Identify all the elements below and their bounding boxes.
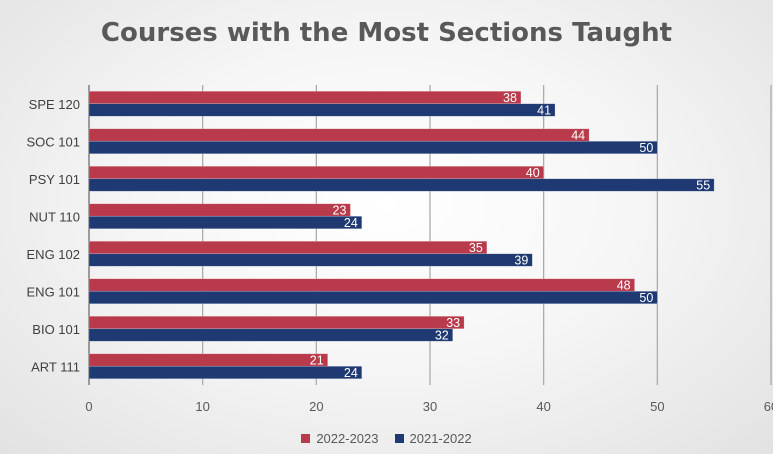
data-label: 39 [514,253,528,267]
data-label: 50 [639,291,653,305]
bar [88,165,544,180]
x-tick-label: 60 [764,399,773,414]
bar [88,253,533,267]
y-tick-label: ENG 101 [27,284,80,299]
bar [88,203,351,217]
y-tick-label: NUT 110 [29,209,80,224]
data-label: 24 [344,216,358,230]
legend-label-series-1: 2022-2023 [316,431,379,446]
data-label: 35 [469,241,483,255]
chart-title: Courses with the Most Sections Taught [100,18,673,48]
bar [88,240,488,255]
y-tick-label: ART 111 [31,359,80,374]
bar [88,103,556,117]
data-label: 33 [446,316,460,330]
data-label: 23 [333,203,347,217]
bar [88,328,454,342]
bar [88,128,590,142]
bar [88,365,363,380]
bar [88,178,715,192]
x-tick-label: 0 [85,399,92,414]
y-tick-label: ENG 102 [27,247,80,262]
data-label: 48 [617,278,631,292]
x-tick-label: 40 [536,399,550,414]
legend-label-series-2: 2021-2022 [409,431,472,446]
legend: 2022-2023 2021-2022 [0,431,773,446]
y-tick-label: BIO 101 [32,322,80,337]
x-tick-label: 10 [195,399,209,414]
bar [88,215,363,230]
bar [88,90,522,105]
x-tick-label: 20 [309,399,323,414]
data-label: 44 [571,128,585,142]
y-tick-label: SPE 120 [29,97,80,112]
data-label: 55 [696,178,710,192]
bar [88,278,635,292]
data-label: 41 [537,103,551,117]
data-label: 21 [310,353,324,367]
legend-swatch-series-1 [301,434,311,443]
data-label: 40 [526,166,540,180]
legend-item-series-2: 2021-2022 [394,431,472,446]
bar [88,290,658,305]
data-label: 50 [639,141,653,155]
bar [88,315,465,330]
y-tick-label: PSY 101 [29,172,80,187]
bar [88,353,328,367]
legend-item-series-1: 2022-2023 [301,431,379,446]
bar [88,140,658,155]
x-tick-label: 30 [423,399,437,414]
data-label: 32 [435,328,449,342]
data-label: 24 [344,366,358,380]
y-tick-label: SOC 101 [27,134,80,149]
legend-swatch-series-2 [394,434,404,443]
data-label: 38 [503,91,517,105]
x-tick-label: 50 [650,399,664,414]
